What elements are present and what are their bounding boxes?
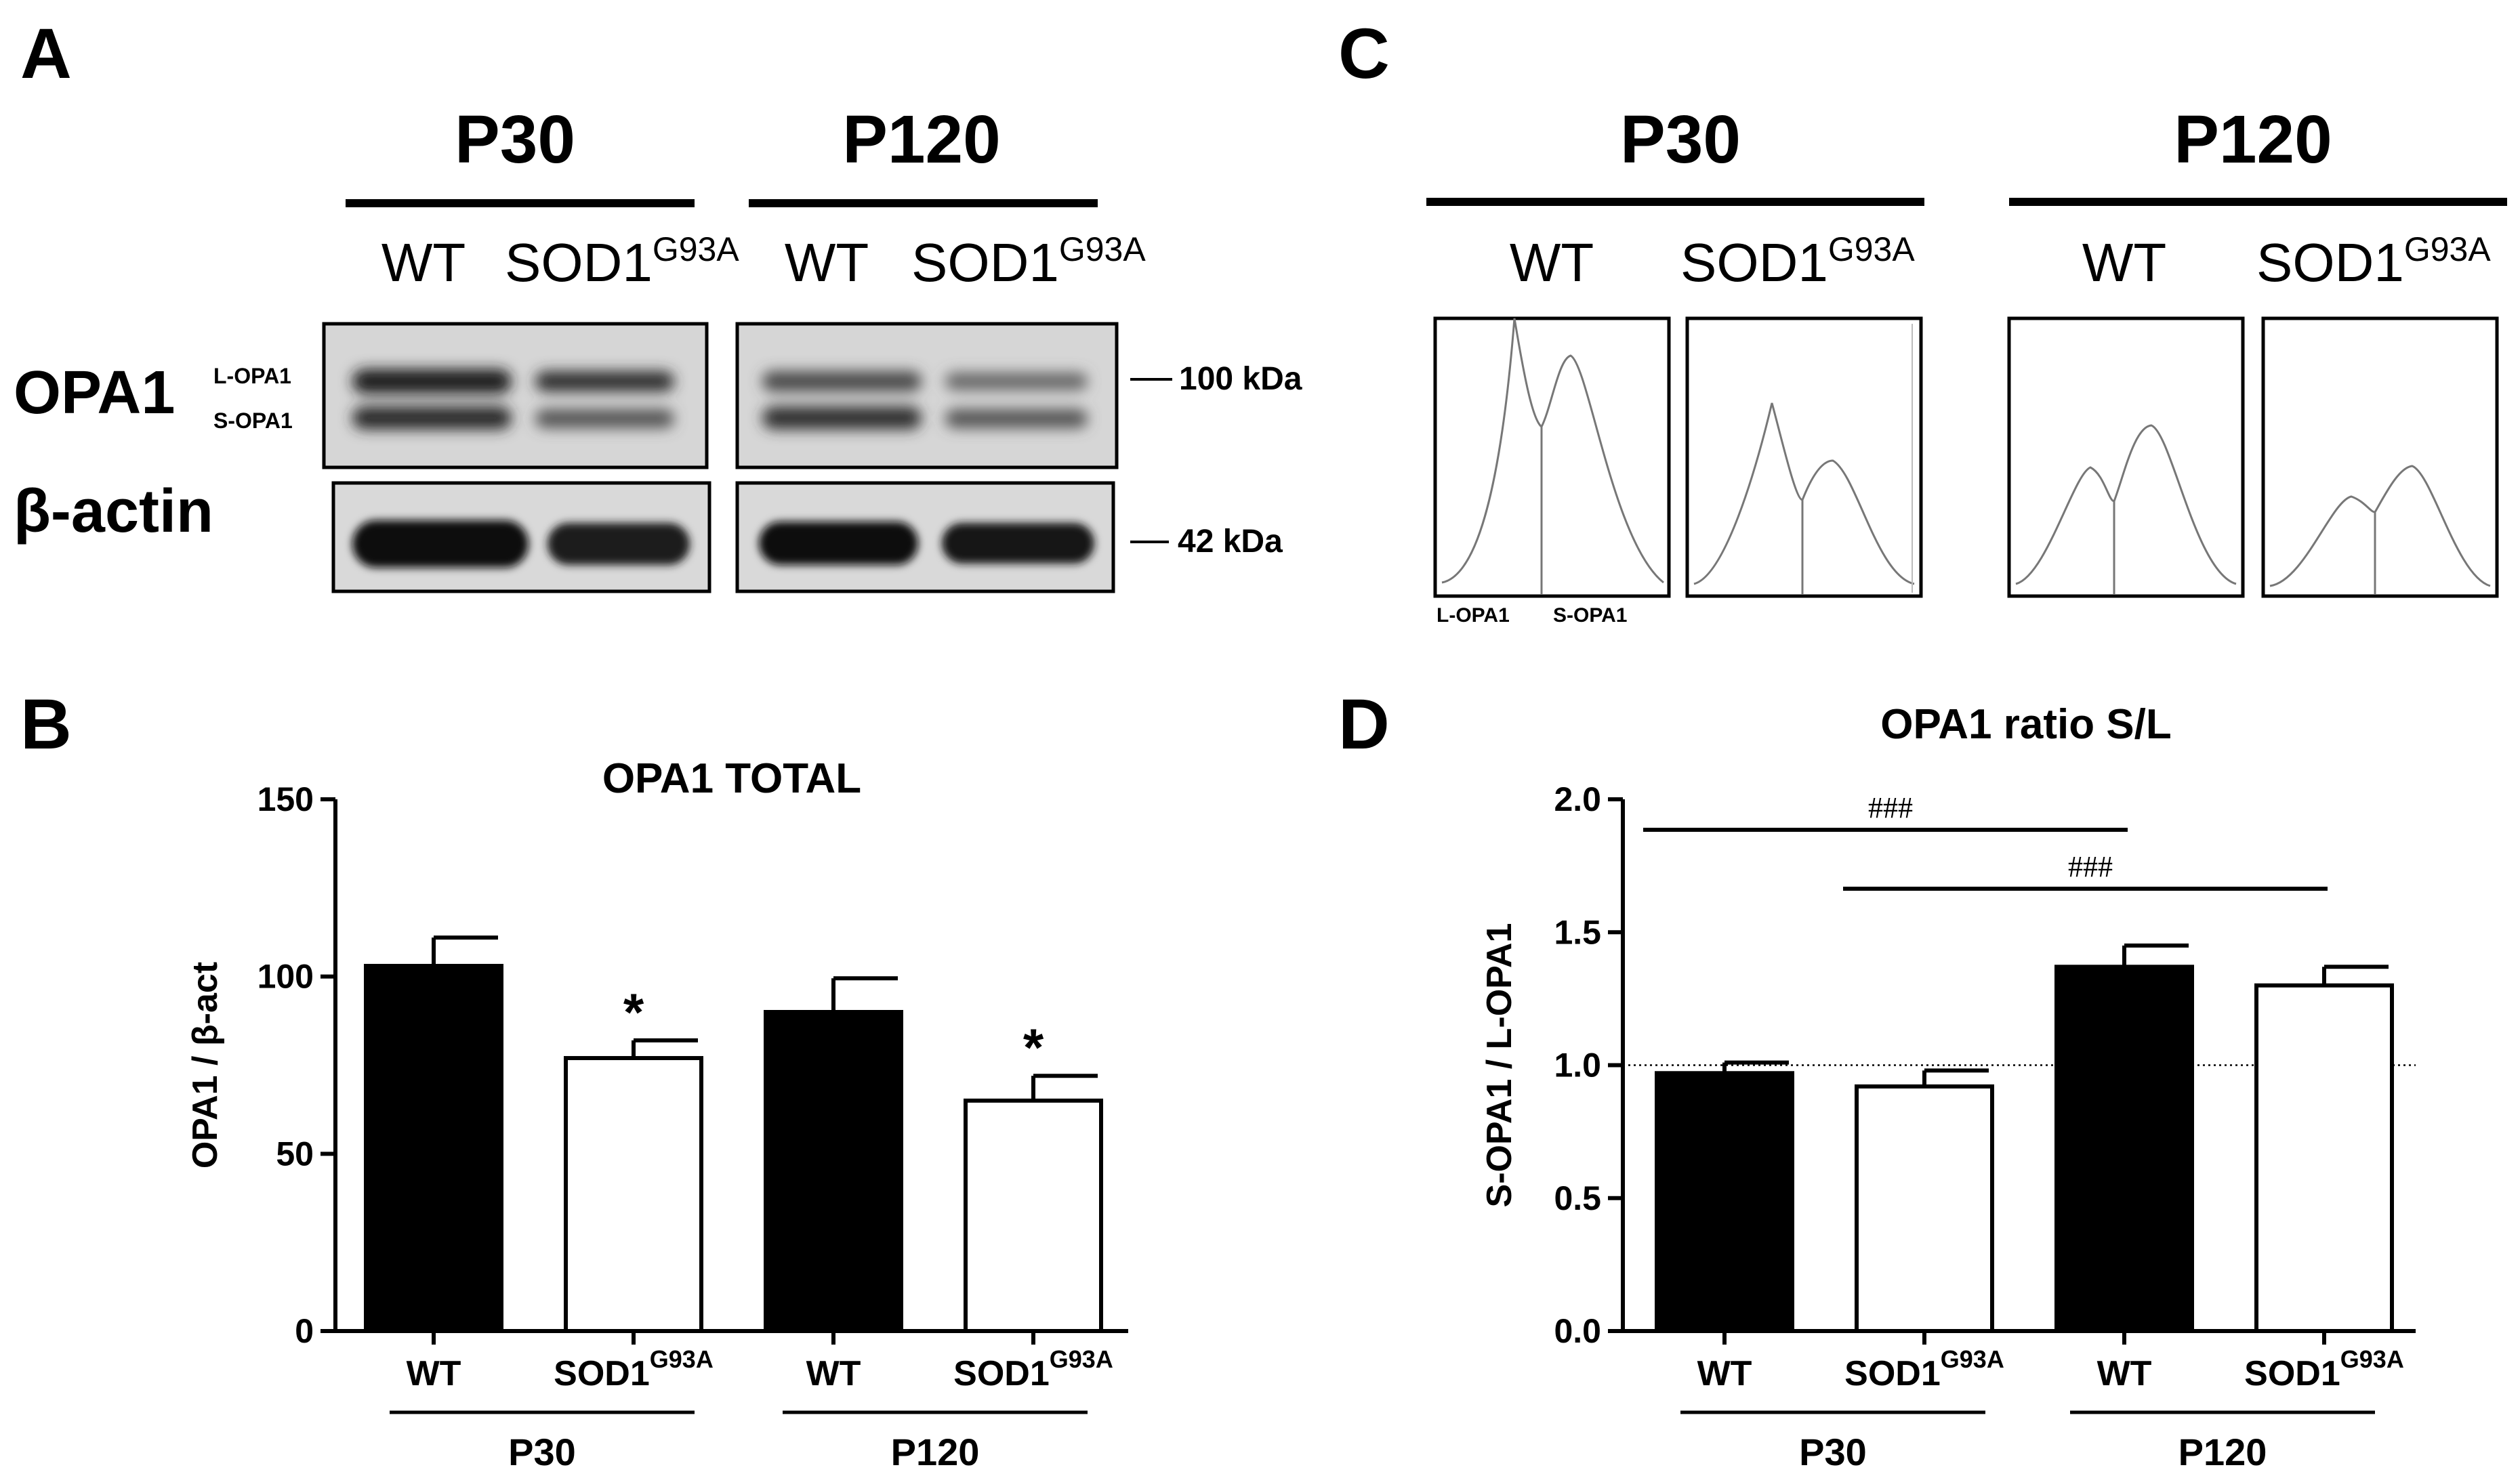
x-tick-label: WT <box>806 1354 861 1393</box>
densit-lane-wt-p120: WT <box>2082 232 2166 293</box>
blot-lane-wt-p30: WT <box>381 232 466 293</box>
densit-lane-sod1-p30: SOD1G93A <box>1680 230 1915 293</box>
group-label: P30 <box>508 1431 576 1473</box>
y-tick-label: 50 <box>276 1135 314 1173</box>
bar <box>764 1010 903 1333</box>
y-tick-label: 1.0 <box>1554 1047 1601 1084</box>
blot-actin-p30 <box>331 481 711 593</box>
densit-lane-sod1-p120: SOD1G93A <box>2256 230 2491 293</box>
panel-letter-b: B <box>20 685 72 764</box>
blot-actin-p120 <box>735 481 1115 593</box>
blot-lane-sod1-p120: SOD1G93A <box>911 230 1146 293</box>
peak-label-l-opa1: L-OPA1 <box>1437 604 1510 627</box>
chart-title: OPA1 ratio S/L <box>1880 701 2172 748</box>
blot-row-label-actin: β-actin <box>14 478 213 545</box>
bar <box>564 1056 703 1333</box>
group-label: P120 <box>891 1431 980 1473</box>
blot-lane-wt-p120: WT <box>785 232 869 293</box>
significance-label: ### <box>1868 791 1913 824</box>
x-tick-label: SOD1G93A <box>2244 1345 2404 1393</box>
chart-title: OPA1 TOTAL <box>602 755 861 802</box>
y-axis-label: OPA1 / β-act <box>186 962 225 1168</box>
y-tick-label: 1.5 <box>1554 913 1601 951</box>
marker-42kda: 42 kDa <box>1178 524 1283 560</box>
marker-100kda: 100 kDa <box>1179 361 1302 397</box>
band-label-l-opa1: L-OPA1 <box>213 364 291 388</box>
panel-letter-a: A <box>20 14 72 93</box>
chart-opa1-total: OPA1 TOTAL OPA1 / β-act 0 50 100 150 WT * SOD1G9… <box>186 755 1128 1473</box>
y-tick-label: 150 <box>257 780 314 818</box>
significance-mark: * <box>1023 1017 1044 1077</box>
band-label-s-opa1: S-OPA1 <box>213 408 293 433</box>
blot-opa1-p30 <box>322 322 709 469</box>
panel-letter-d: D <box>1338 685 1390 764</box>
x-tick-label: SOD1G93A <box>1844 1345 2004 1393</box>
densit-trace-wt-p120 <box>2007 316 2245 598</box>
bar <box>964 1098 1103 1334</box>
blot-row-label-opa1: OPA1 <box>14 359 175 427</box>
y-tick-label: 2.0 <box>1554 780 1601 818</box>
blot-group-label-p120: P120 <box>842 102 1001 177</box>
bar <box>2254 983 2394 1333</box>
y-tick-label: 0.0 <box>1554 1312 1601 1350</box>
densit-trace-sod1-p30 <box>1685 316 1923 598</box>
y-tick-label: 0.5 <box>1554 1179 1601 1217</box>
x-tick-label: SOD1G93A <box>953 1345 1113 1393</box>
densit-trace-sod1-p120 <box>2261 316 2499 598</box>
densit-group-label-p30: P30 <box>1620 102 1741 177</box>
panel-letter-c: C <box>1338 14 1390 93</box>
y-tick-label: 0 <box>295 1312 314 1350</box>
densit-group-label-p120: P120 <box>2174 102 2332 177</box>
bar <box>364 963 503 1333</box>
y-axis-label: S-OPA1 / L-OPA1 <box>1480 923 1519 1208</box>
densit-lane-wt-p30: WT <box>1510 232 1594 293</box>
peak-label-s-opa1: S-OPA1 <box>1553 604 1627 627</box>
y-tick-label: 100 <box>257 958 314 996</box>
bar <box>1855 1084 1994 1334</box>
chart-opa1-ratio: OPA1 ratio S/L S-OPA1 / L-OPA1 0.0 0.5 1.0 1.… <box>1480 701 2416 1473</box>
significance-mark: * <box>623 982 644 1042</box>
blot-group-label-p30: P30 <box>455 102 575 177</box>
group-label: P30 <box>1799 1431 1867 1473</box>
x-tick-label: WT <box>1697 1354 1752 1393</box>
densit-trace-wt-p30 <box>1433 316 1671 598</box>
x-tick-label: WT <box>2097 1354 2152 1393</box>
blot-lane-sod1-p30: SOD1G93A <box>505 230 739 293</box>
bar <box>2054 965 2194 1333</box>
significance-label: ### <box>2068 850 2113 883</box>
x-tick-label: WT <box>407 1354 461 1393</box>
x-tick-label: SOD1G93A <box>554 1345 714 1393</box>
bar <box>1655 1071 1794 1334</box>
blot-opa1-p120 <box>735 322 1119 469</box>
group-label: P120 <box>2178 1431 2267 1473</box>
